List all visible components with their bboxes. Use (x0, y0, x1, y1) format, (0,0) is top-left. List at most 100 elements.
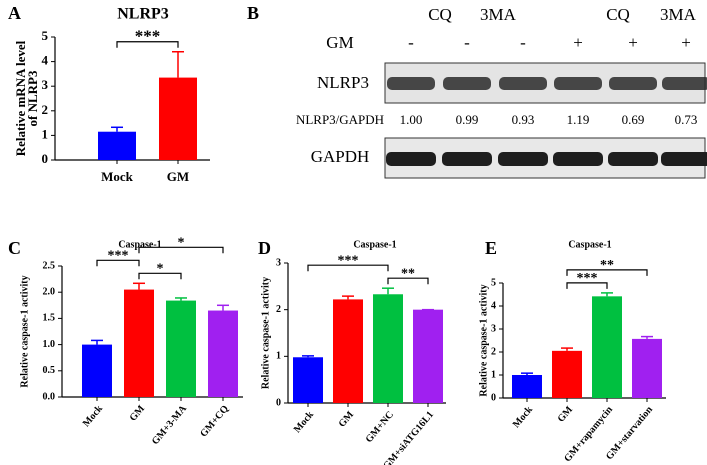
treatment-sign: + (681, 33, 691, 52)
y-axis-label: Relative mRNA level (13, 40, 28, 156)
significance-label: ** (600, 258, 614, 273)
band (442, 152, 492, 166)
treatment-sign: - (520, 33, 526, 52)
x-tick-label: GM (556, 404, 576, 425)
significance-bracket (566, 282, 608, 289)
column-header: 3MA (480, 5, 517, 24)
x-tick-label: Mock (511, 404, 535, 430)
y-axis-label: Relative caspase-1 activity (478, 284, 489, 396)
bar (293, 357, 323, 403)
column-header: 3MA (660, 5, 697, 24)
y-tick-label: 2 (491, 346, 496, 357)
significance-label: ** (401, 266, 415, 281)
y-tick-label: 2.0 (43, 286, 56, 297)
chart-title: Caspase-1 (568, 239, 611, 250)
bar (98, 131, 136, 160)
band (386, 152, 436, 166)
band-label: GAPDH (311, 147, 370, 166)
treatment-sign: + (573, 33, 583, 52)
band (443, 77, 491, 90)
y-tick-label: 4 (42, 53, 49, 68)
y-tick-label: 5 (42, 28, 49, 43)
band (609, 77, 657, 90)
band (553, 152, 603, 166)
y-tick-label: 0 (276, 397, 281, 408)
band (554, 77, 602, 90)
treatment-sign: + (628, 33, 638, 52)
significance-bracket (116, 41, 179, 48)
significance-label: * (178, 236, 185, 251)
y-tick-label: 2.5 (43, 260, 56, 271)
ratio-label: NLRP3/GAPDH (296, 112, 384, 127)
y-tick-label: 3 (42, 77, 49, 92)
bar (373, 294, 403, 403)
significance-label: * (157, 262, 164, 277)
bar (512, 375, 542, 398)
panel-letter: A (8, 3, 21, 23)
band (499, 77, 547, 90)
ratio-value: 0.93 (512, 112, 535, 127)
y-axis-label: Relative caspase-1 activity (260, 277, 271, 389)
bar (592, 296, 622, 398)
significance-bracket (387, 277, 429, 285)
band (661, 152, 707, 166)
panel-letter: E (485, 238, 497, 258)
significance-label: *** (338, 253, 359, 268)
x-tick-label: Mock (101, 169, 134, 184)
chart-title: Caspase-1 (353, 239, 396, 250)
band (608, 152, 658, 166)
column-header: CQ (428, 5, 452, 24)
bar (124, 289, 154, 397)
x-tick-label: Mock (81, 403, 105, 429)
y-axis-label: of NLRP3 (25, 70, 40, 126)
y-tick-label: 3 (276, 257, 281, 268)
panel-letter: D (258, 238, 271, 258)
ratio-value: 1.00 (400, 112, 423, 127)
bar (413, 309, 443, 403)
row-label: GM (326, 33, 353, 52)
band (662, 77, 707, 90)
y-tick-label: 0 (491, 392, 496, 403)
ratio-value: 0.69 (622, 112, 645, 127)
y-tick-label: 1.5 (43, 313, 56, 324)
significance-bracket (138, 272, 182, 280)
bar (552, 350, 582, 398)
x-tick-label: GM+NC (364, 409, 396, 445)
y-tick-label: 0.0 (43, 391, 56, 402)
y-tick-label: 1.0 (43, 339, 56, 350)
x-tick-label: GM (167, 169, 189, 184)
y-axis-label: Relative caspase-1 activity (19, 275, 30, 387)
significance-bracket (138, 246, 224, 254)
y-tick-label: 5 (491, 277, 496, 288)
significance-label: *** (577, 271, 598, 286)
y-tick-label: 3 (491, 323, 496, 334)
bar (166, 300, 196, 397)
bar (82, 344, 112, 397)
significance-bracket (566, 269, 648, 276)
chart-title: Caspase-1 (118, 239, 161, 250)
significance-bracket (96, 259, 140, 267)
ratio-value: 0.99 (456, 112, 479, 127)
bar (632, 338, 662, 398)
y-tick-label: 2 (42, 102, 49, 117)
significance-label: *** (108, 249, 129, 264)
ratio-value: 1.19 (567, 112, 590, 127)
bar (159, 77, 197, 160)
chart-title: NLRP3 (117, 6, 169, 23)
y-tick-label: 0 (42, 151, 49, 166)
treatment-sign: - (408, 33, 414, 52)
x-tick-label: GM (128, 403, 148, 424)
band-label: NLRP3 (317, 73, 369, 92)
significance-bracket (307, 264, 389, 272)
bar (208, 310, 238, 397)
y-tick-label: 4 (491, 300, 496, 311)
y-tick-label: 2 (276, 304, 281, 315)
x-tick-label: GM+3-MA (150, 403, 190, 447)
y-tick-label: 0.5 (43, 365, 56, 376)
ratio-value: 0.73 (675, 112, 698, 127)
panel-letter: B (247, 3, 259, 23)
treatment-sign: - (464, 33, 470, 52)
band (387, 77, 435, 90)
y-tick-label: 1 (491, 369, 496, 380)
